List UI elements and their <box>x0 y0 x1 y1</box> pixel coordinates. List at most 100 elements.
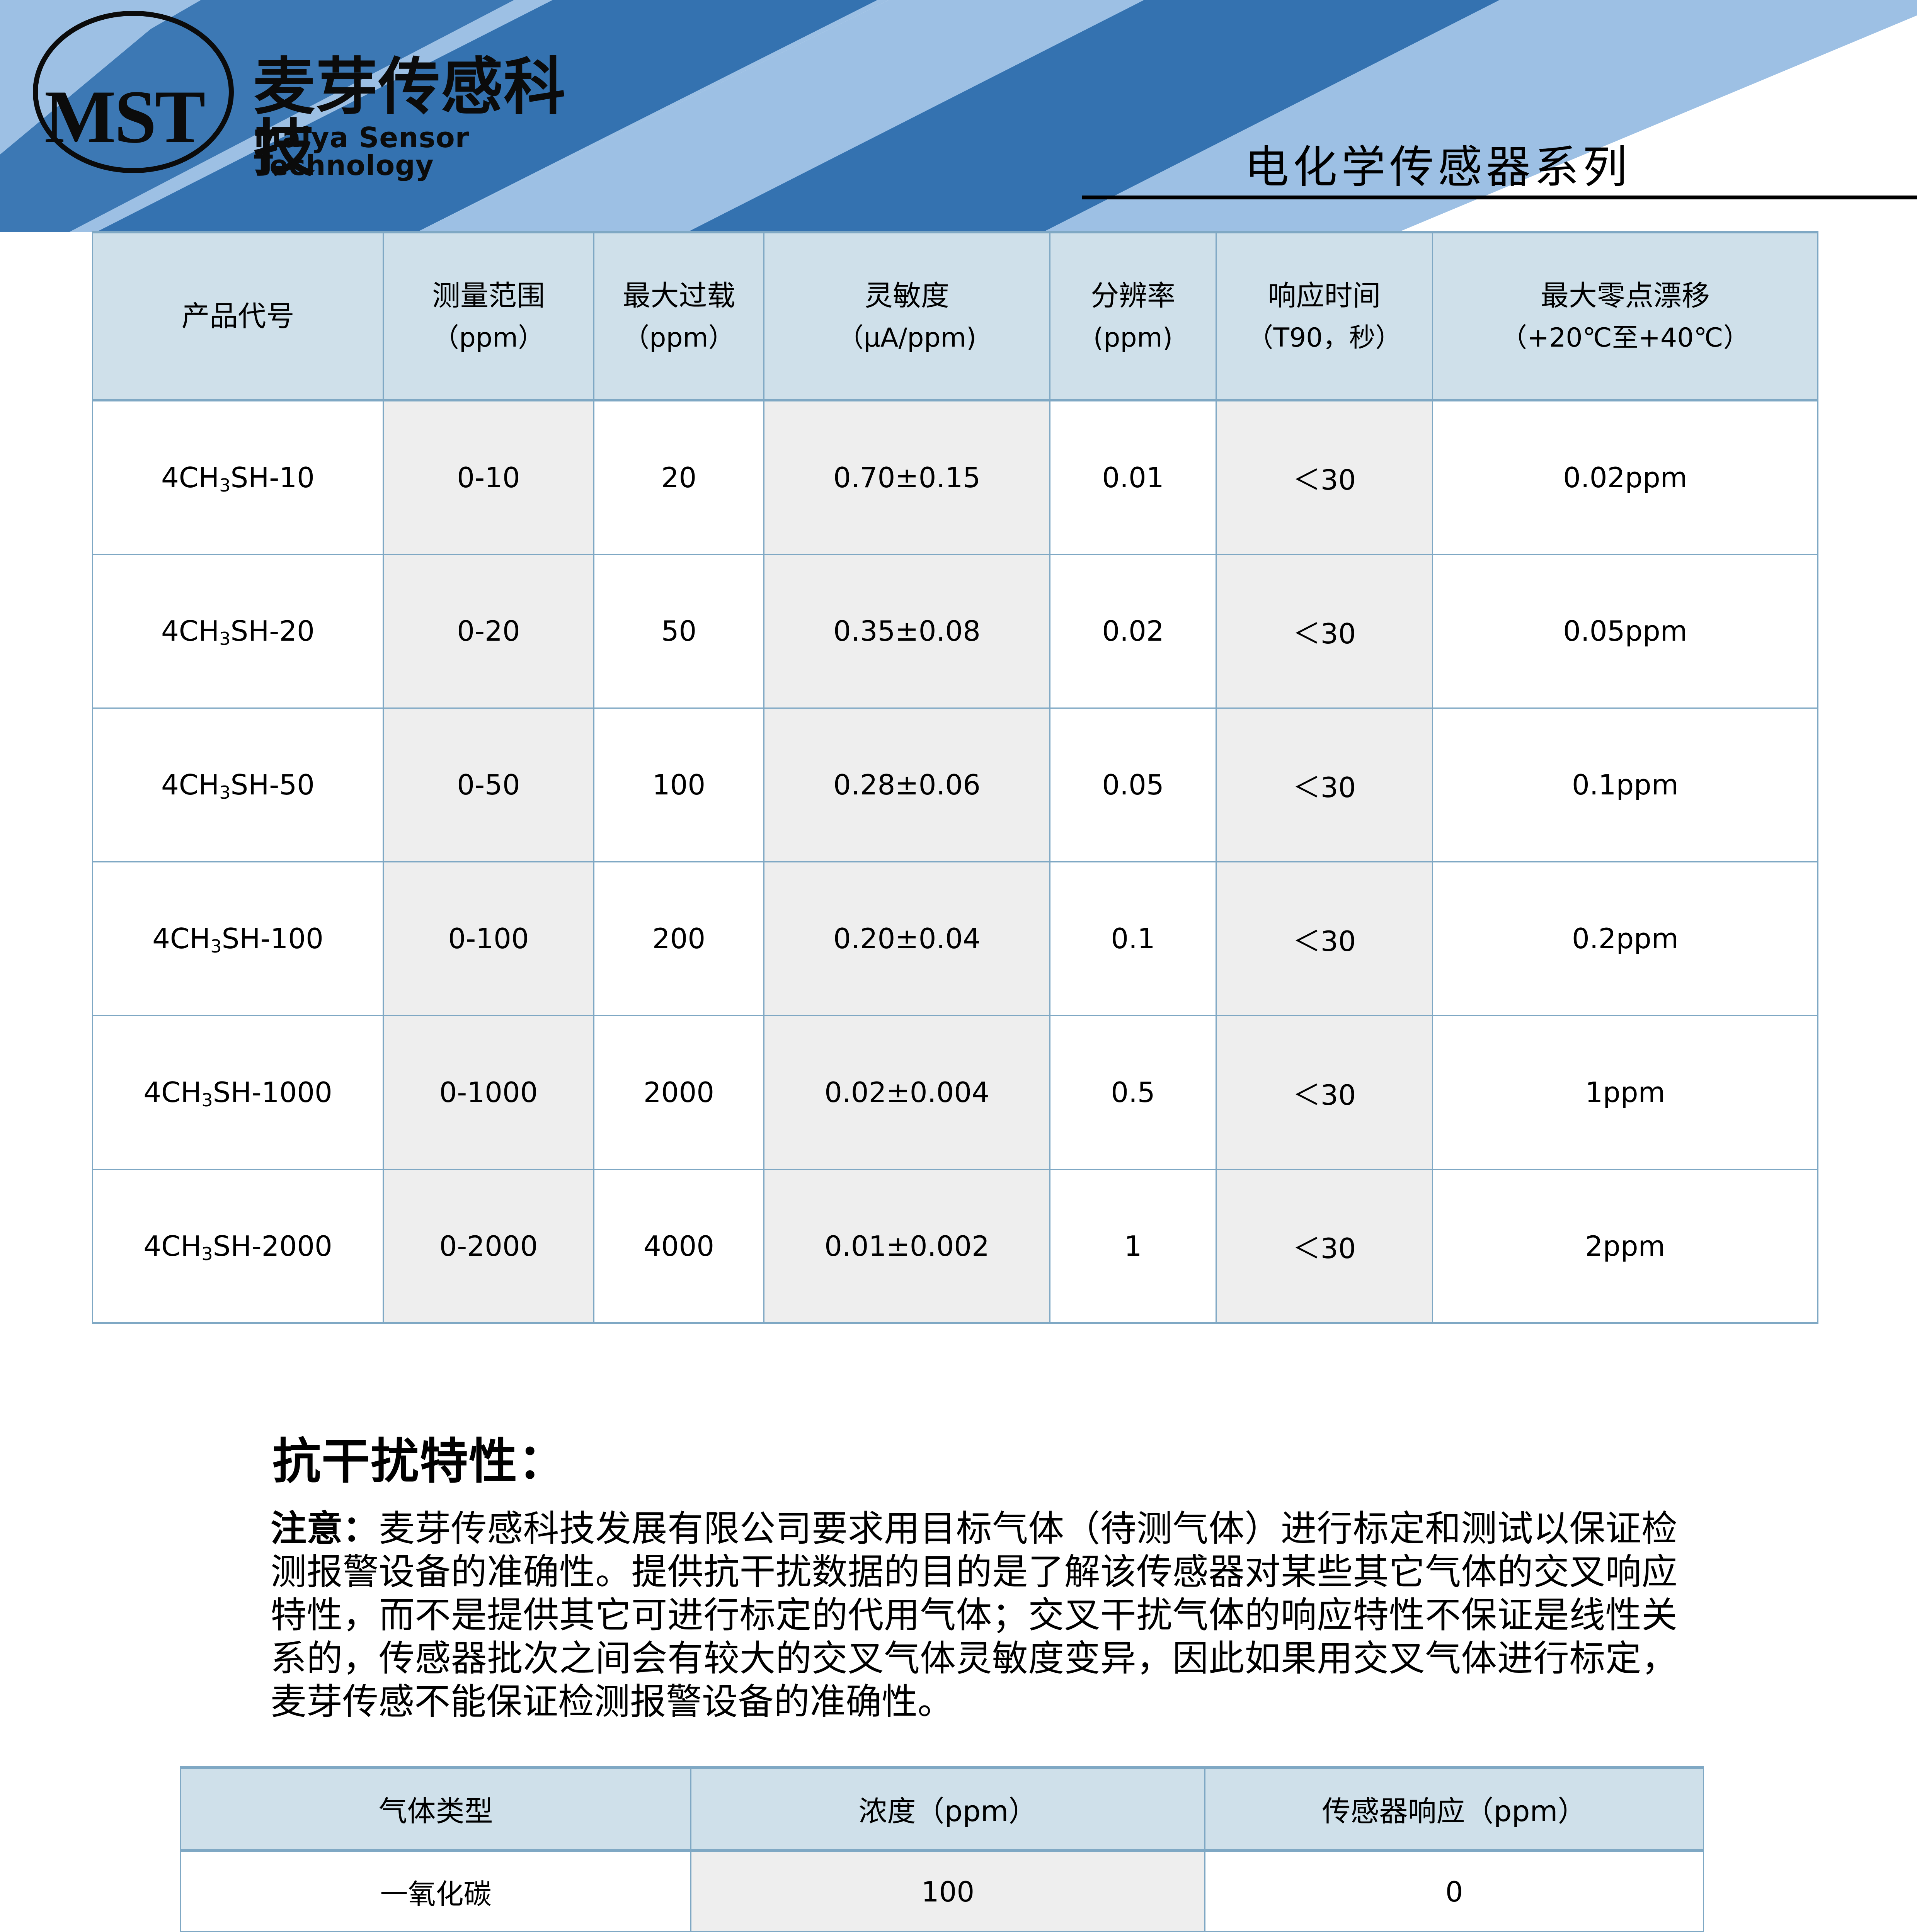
col-header-resolution: 分辨率 (ppm) <box>1049 231 1217 401</box>
cell-sensor-response: 0 <box>1204 1850 1704 1932</box>
col-header-line2: (ppm) <box>1093 323 1173 354</box>
cell-sensitivity: 0.20±0.04 <box>763 862 1050 1016</box>
cell-sensitivity: 0.02±0.004 <box>763 1015 1050 1170</box>
cell-range: 0-50 <box>383 708 594 862</box>
model-subscript: 3 <box>210 936 222 957</box>
note-body: 麦芽传感科技发展有限公司要求用目标气体（待测气体）进行标定和测试以保证检测报警设… <box>271 1508 1678 1723</box>
table-row: 4CH3SH-20 0-20 50 0.35±0.08 0.02 ＜30 0.0… <box>92 554 1818 709</box>
cell-zero-drift: 2ppm <box>1432 1169 1818 1324</box>
cell-zero-drift: 0.02ppm <box>1432 400 1818 555</box>
col-header-line2: （+20℃至+40℃） <box>1501 323 1750 354</box>
table-row: 4CH3SH-10 0-10 20 0.70±0.15 0.01 ＜30 0.0… <box>92 400 1818 555</box>
cell-resolution: 0.1 <box>1049 862 1217 1016</box>
col-header-product-code: 产品代号 <box>92 231 384 401</box>
cell-resolution: 0.05 <box>1049 708 1217 862</box>
model-prefix: 4CH <box>152 922 211 955</box>
cell-sensitivity: 0.35±0.08 <box>763 554 1050 709</box>
header-divider-rule <box>1082 196 1917 199</box>
model-prefix: 4CH <box>143 1076 202 1109</box>
cell-zero-drift: 0.2ppm <box>1432 862 1818 1016</box>
col-header-gas-type: 气体类型 <box>180 1766 691 1852</box>
model-prefix: 4CH <box>143 1230 202 1262</box>
table-row: 4CH3SH-2000 0-2000 4000 0.01±0.002 1 ＜30… <box>92 1169 1818 1324</box>
col-header-sensitivity: 灵敏度 （μA/ppm) <box>763 231 1050 401</box>
table-row: 4CH3SH-50 0-50 100 0.28±0.06 0.05 ＜30 0.… <box>92 708 1818 862</box>
cell-response-time: ＜30 <box>1216 1015 1433 1170</box>
col-header-line2: （ppm） <box>432 323 545 354</box>
cell-resolution: 0.5 <box>1049 1015 1217 1170</box>
cell-range: 0-100 <box>383 862 594 1016</box>
cell-sensitivity: 0.28±0.06 <box>763 708 1050 862</box>
cell-gas-type: 一氧化碳 <box>180 1850 691 1932</box>
header-decorative-band <box>0 0 1917 232</box>
cell-product-code: 4CH3SH-10 <box>92 400 384 555</box>
cell-response-time: ＜30 <box>1216 554 1433 709</box>
model-suffix: SH-20 <box>230 615 315 647</box>
cell-overload: 200 <box>593 862 764 1016</box>
cell-product-code: 4CH3SH-20 <box>92 554 384 709</box>
model-subscript: 3 <box>219 782 231 803</box>
note-paragraph: 注意：麦芽传感科技发展有限公司要求用目标气体（待测气体）进行标定和测试以保证检测… <box>271 1507 1677 1723</box>
col-header-line1: 测量范围 <box>432 279 545 313</box>
cell-response-time: ＜30 <box>1216 862 1433 1016</box>
cell-range: 0-10 <box>383 400 594 555</box>
col-header-max-overload: 最大过载 （ppm） <box>593 231 764 401</box>
cell-resolution: 0.01 <box>1049 400 1217 555</box>
interference-table: 气体类型 浓度（ppm） 传感器响应（ppm） 一氧化碳 100 0 硫化氢 1… <box>180 1766 1704 1932</box>
specification-table: 产品代号 测量范围 （ppm） 最大过载 （ppm） 灵敏度 （μA/ppm) … <box>92 231 1818 1324</box>
model-suffix: SH-2000 <box>213 1230 332 1262</box>
cell-product-code: 4CH3SH-1000 <box>92 1015 384 1170</box>
table-row: 4CH3SH-100 0-100 200 0.20±0.04 0.1 ＜30 0… <box>92 862 1818 1016</box>
company-logo: MST 麦芽传感科技 Maiya Sensor Technology <box>21 8 624 180</box>
table-header-row: 气体类型 浓度（ppm） 传感器响应（ppm） <box>180 1766 1704 1852</box>
model-subscript: 3 <box>219 628 231 650</box>
cell-response-time: ＜30 <box>1216 1169 1433 1324</box>
cell-sensitivity: 0.01±0.002 <box>763 1169 1050 1324</box>
cell-sensitivity: 0.70±0.15 <box>763 400 1050 555</box>
cell-resolution: 1 <box>1049 1169 1217 1324</box>
col-header-max-zero-drift: 最大零点漂移 （+20℃至+40℃） <box>1432 231 1818 401</box>
logo-company-name-en: Maiya Sensor Technology <box>254 121 470 182</box>
logo-company-name-cn: 麦芽传感科技 <box>253 51 567 185</box>
page-title: 电化学传感器系列 <box>1245 141 1631 193</box>
note-label: 注意： <box>271 1508 379 1549</box>
model-subscript: 3 <box>201 1243 213 1264</box>
cell-response-time: ＜30 <box>1216 708 1433 862</box>
cell-zero-drift: 1ppm <box>1432 1015 1818 1170</box>
cell-range: 0-1000 <box>383 1015 594 1170</box>
table-header-row: 产品代号 测量范围 （ppm） 最大过载 （ppm） 灵敏度 （μA/ppm) … <box>92 231 1818 401</box>
table-row: 4CH3SH-1000 0-1000 2000 0.02±0.004 0.5 ＜… <box>92 1015 1818 1170</box>
model-subscript: 3 <box>201 1090 213 1111</box>
cell-concentration: 100 <box>690 1850 1205 1932</box>
cell-overload: 20 <box>593 400 764 555</box>
col-header-measuring-range: 测量范围 （ppm） <box>383 231 594 401</box>
model-prefix: 4CH <box>161 461 220 494</box>
model-prefix: 4CH <box>161 769 220 801</box>
col-header-sensor-response: 传感器响应（ppm） <box>1204 1766 1704 1852</box>
cell-product-code: 4CH3SH-100 <box>92 862 384 1016</box>
model-suffix: SH-50 <box>230 769 315 801</box>
logo-mst-mark: MST <box>44 75 206 159</box>
cell-zero-drift: 0.1ppm <box>1432 708 1818 862</box>
cell-overload: 100 <box>593 708 764 862</box>
col-header-line2: （T90，秒） <box>1247 323 1402 354</box>
cell-overload: 2000 <box>593 1015 764 1170</box>
cell-product-code: 4CH3SH-2000 <box>92 1169 384 1324</box>
cell-overload: 50 <box>593 554 764 709</box>
col-header-line1: 最大零点漂移 <box>1541 279 1710 313</box>
cell-product-code: 4CH3SH-50 <box>92 708 384 862</box>
model-suffix: SH-100 <box>221 922 323 955</box>
model-prefix: 4CH <box>161 615 220 647</box>
cell-range: 0-20 <box>383 554 594 709</box>
col-header-line1: 灵敏度 <box>865 279 949 313</box>
col-header-line2: （μA/ppm) <box>837 323 977 354</box>
section-heading-interference: 抗干扰特性： <box>272 1434 567 1490</box>
cell-resolution: 0.02 <box>1049 554 1217 709</box>
model-suffix: SH-1000 <box>213 1076 332 1109</box>
table-row: 一氧化碳 100 0 <box>180 1850 1704 1932</box>
col-header-line2: （ppm） <box>623 323 735 354</box>
col-header-concentration: 浓度（ppm） <box>690 1766 1205 1852</box>
col-header-line1: 分辨率 <box>1091 279 1175 313</box>
col-header-line1: 最大过载 <box>622 279 735 313</box>
